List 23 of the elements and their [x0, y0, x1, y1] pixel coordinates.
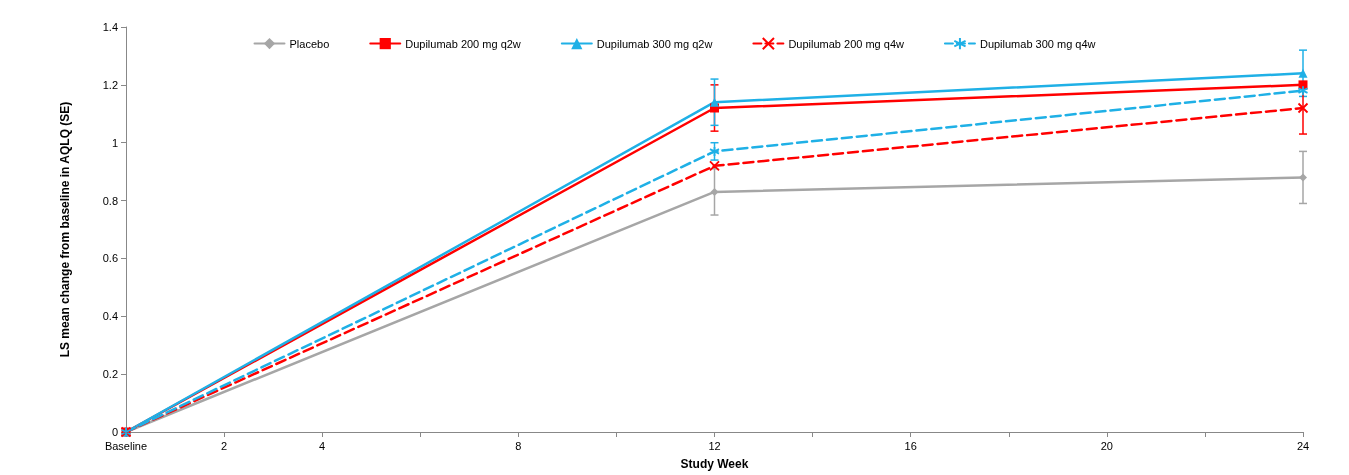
x-tick-label: 2: [221, 439, 228, 452]
legend-label: Placebo: [289, 37, 330, 50]
x-tick-label: 4: [319, 439, 326, 452]
x-axis-title: Study Week: [680, 457, 749, 471]
legend-label: Dupilumab 300 mg q2w: [596, 37, 713, 50]
legend-label: Dupilumab 200 mg q2w: [405, 37, 521, 50]
legend-label: Dupilumab 300 mg q4w: [979, 37, 1096, 50]
x-tick-label: 20: [1100, 439, 1113, 452]
y-axis-title: LS mean change from baseline in AQLQ (SE): [58, 101, 72, 358]
y-tick-label: 1.4: [102, 21, 118, 33]
x-tick-label: 12: [708, 439, 721, 452]
x-tick-label: 16: [904, 439, 917, 452]
y-tick-label: 1: [111, 136, 118, 149]
y-tick-label: 0.8: [102, 194, 118, 207]
x-tick-label: Baseline: [104, 439, 148, 452]
y-tick-label: 0: [111, 426, 118, 438]
y-tick-label: 0.6: [102, 252, 118, 265]
y-tick-label: 1.2: [102, 78, 118, 91]
x-tick-label: 8: [515, 439, 522, 452]
y-tick-label: 0.2: [102, 368, 118, 381]
x-tick-label: 24: [1296, 439, 1310, 452]
y-tick-label: 0.4: [102, 310, 118, 323]
legend-label: Dupilumab 200 mg q4w: [788, 37, 904, 50]
